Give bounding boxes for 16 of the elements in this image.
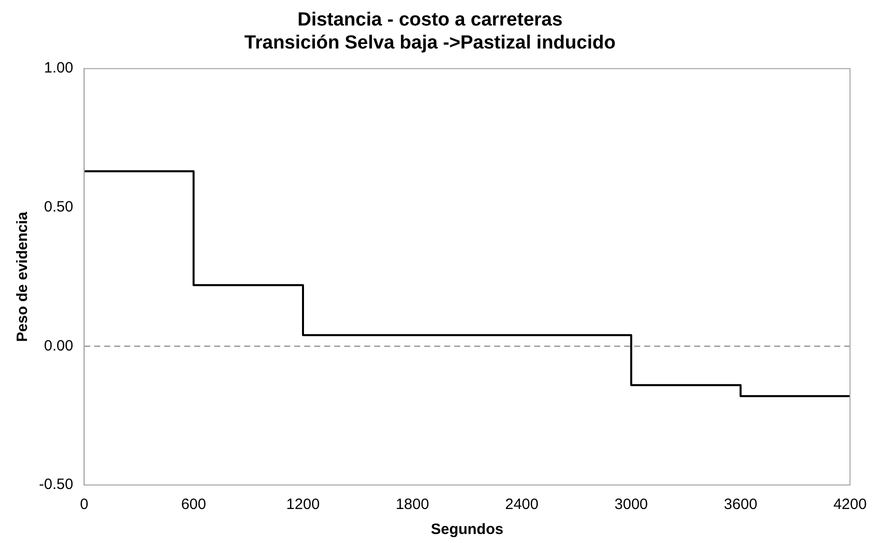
- y-tick-label: 0.50: [44, 198, 74, 216]
- y-axis-title: Peso de evidencia: [14, 211, 32, 342]
- x-axis-title: Segundos: [430, 521, 504, 538]
- y-tick-label: -0.50: [38, 476, 74, 494]
- y-tick-label: 1.00: [44, 60, 74, 77]
- x-tick-label: 3000: [614, 496, 648, 514]
- y-tick-label: 0.00: [44, 337, 74, 354]
- chart-title: Distancia - costo a carreteras: [297, 10, 563, 31]
- chart-subtitle: Transición Selva baja ->Pastizal inducido: [244, 32, 616, 54]
- x-tick-label: 1800: [396, 496, 430, 514]
- x-tick-label: 600: [181, 496, 206, 514]
- x-tick-label: 2400: [505, 496, 538, 514]
- x-tick-label: 3600: [724, 496, 758, 514]
- x-tick-label: 4200: [833, 496, 867, 514]
- x-tick-label: 1200: [286, 496, 320, 514]
- x-tick-label: 0: [80, 496, 88, 514]
